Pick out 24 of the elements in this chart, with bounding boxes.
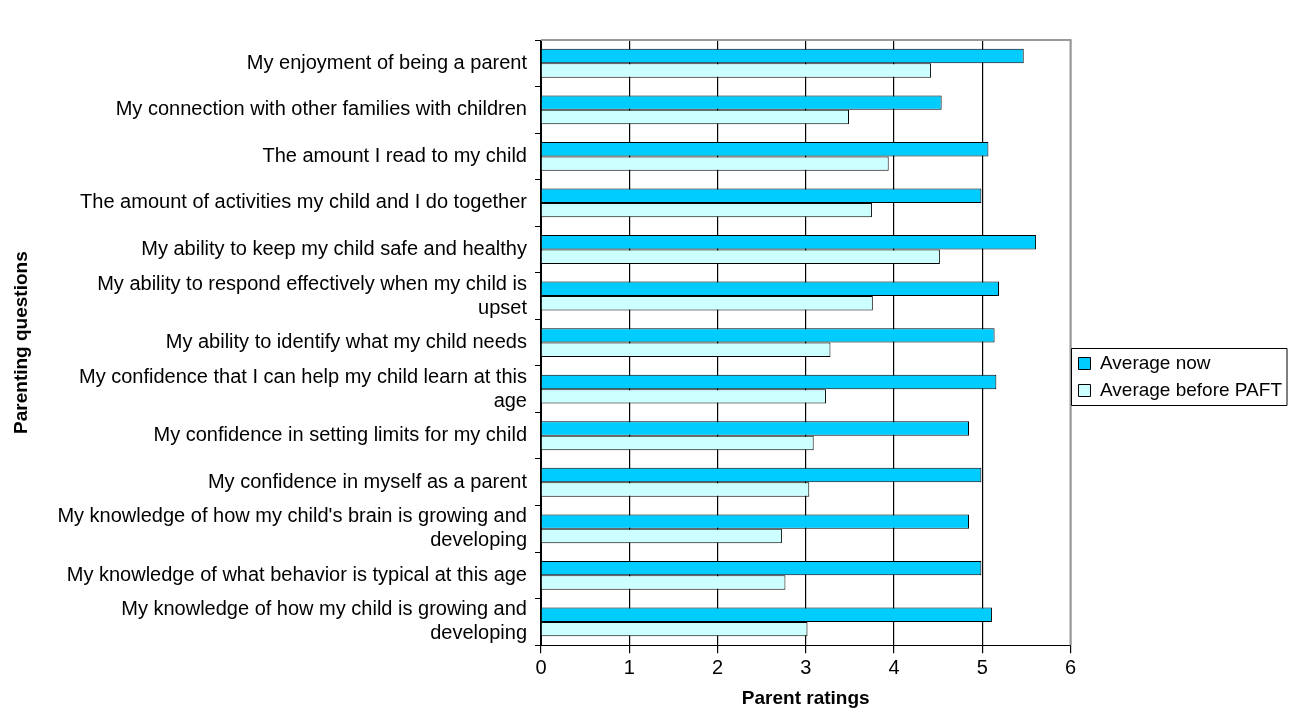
y-tick-label: My knowledge of how my child is growing and developing [121,597,527,644]
x-axis-title: Parent ratings [741,686,870,708]
y-tick-label: My confidence in myself as a parent [207,469,528,492]
x-tick-label: 4 [888,655,900,678]
y-tick-label: My confidence in setting limits for my child [153,423,527,446]
x-tick-label: 2 [711,655,724,678]
y-axis-title: Parenting questions [9,251,31,434]
x-tick-label: 1 [623,655,635,678]
y-tick-label: My enjoyment of being a parent [246,50,528,73]
x-tick-label: 3 [800,655,812,678]
legend-label: Average before PAFT [1100,378,1283,400]
y-tick-label: My ability to keep my child safe and healthy [141,237,527,260]
legend-label: Average now [1100,351,1211,373]
y-tick-label: My ability to respond effectively when my child is upset [97,271,528,318]
y-tick-label: The amount of activities my child and I do together [80,190,528,213]
y-tick-label: My confidence that I can help my child learn at this age [78,364,527,411]
y-tick-label: My ability to identify what my child needs [165,330,527,353]
x-tick-label: 6 [1064,655,1077,678]
y-tick-label: My knowledge of how my child's brain is growing and developing [57,504,527,551]
y-tick-label: My knowledge of what behavior is typical at this age [66,562,527,585]
x-tick-label: 5 [976,655,988,678]
x-tick-label: 0 [535,655,547,678]
y-tick-label: My connection with other families with children [115,97,527,120]
y-tick-label: The amount I read to my child [262,143,527,166]
